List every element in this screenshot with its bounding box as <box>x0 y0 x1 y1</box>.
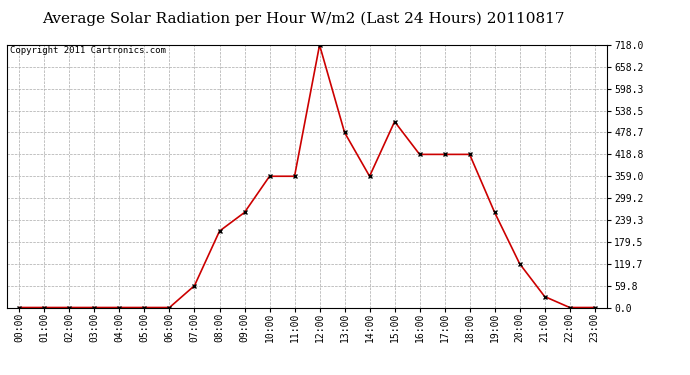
Text: Copyright 2011 Cartronics.com: Copyright 2011 Cartronics.com <box>10 46 166 56</box>
Text: Average Solar Radiation per Hour W/m2 (Last 24 Hours) 20110817: Average Solar Radiation per Hour W/m2 (L… <box>42 11 565 26</box>
